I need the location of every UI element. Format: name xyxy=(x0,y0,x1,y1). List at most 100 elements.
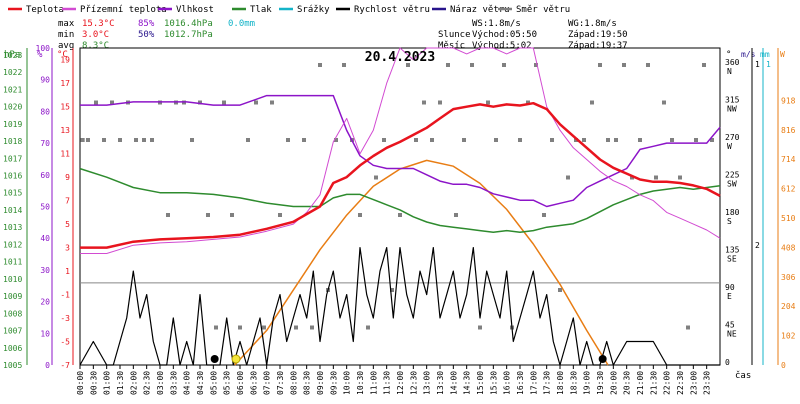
humidity-tick-label: 70 xyxy=(40,139,50,148)
x-tick-label: 14:00 xyxy=(449,371,458,395)
wind-direction-point xyxy=(366,325,370,330)
wind-direction-point xyxy=(222,100,226,105)
x-tick-label: 05:00 xyxy=(209,371,218,395)
humidity-tick-label: 80 xyxy=(40,107,50,116)
wind-direction-point xyxy=(430,138,434,142)
axes: 00:00 00:30 01:00 01:30 02:00 02:30 03:00 03:30… xyxy=(3,44,796,395)
solar-tick-label: 0 xyxy=(781,361,786,370)
wind-direction-point xyxy=(302,138,306,142)
wind-direction-point xyxy=(414,138,418,142)
solar-tick-label: 816 xyxy=(781,126,796,135)
stats-min-temp: 3.0°C xyxy=(82,30,109,40)
stats-max-label: max xyxy=(58,19,75,29)
wind-direction-point xyxy=(358,213,362,217)
wind-direction-point xyxy=(630,175,634,180)
temperature-tick-label: -7 xyxy=(60,361,70,370)
wind-direction-point xyxy=(710,138,714,142)
humidity-tick-label: 30 xyxy=(40,266,50,275)
wind-direction-point xyxy=(486,100,490,105)
hpa-tick-label: 1018 xyxy=(3,137,22,146)
hpa-tick-label: 1023 xyxy=(3,51,22,60)
legend-label: Vlhkost xyxy=(176,5,214,15)
wind-direction-point xyxy=(342,63,346,67)
direction-tick-label: 90 xyxy=(725,283,735,292)
humidity-tick-label: 20 xyxy=(40,298,50,307)
wind-direction-point xyxy=(110,100,114,105)
sunrise-marker xyxy=(231,354,241,364)
wind-direction-point xyxy=(662,100,666,105)
legend-label: Tlak xyxy=(250,5,272,15)
solar-tick-label: 306 xyxy=(781,273,796,282)
direction-compass-label: NE xyxy=(727,330,737,339)
temperature-tick-label: 17 xyxy=(60,79,70,88)
x-tick-label: 19:00 xyxy=(583,371,592,395)
humidity-tick-label: 100 xyxy=(36,44,51,53)
wind-direction-point xyxy=(406,63,410,67)
humidity-tick-label: 0 xyxy=(45,361,50,370)
x-tick-label: 17:30 xyxy=(543,371,552,395)
wind-direction-point xyxy=(238,325,242,330)
wind-direction-point xyxy=(262,325,266,330)
x-tick-label: 02:00 xyxy=(129,371,138,395)
direction-compass-label: NW xyxy=(727,105,737,114)
x-tick-label: 08:00 xyxy=(289,371,298,395)
wind-direction-point xyxy=(638,138,642,142)
temperature-tick-label: -3 xyxy=(60,314,70,323)
wind-direction-point xyxy=(246,138,250,142)
solar-tick-label: 510 xyxy=(781,214,796,223)
wind-direction-point xyxy=(254,100,258,105)
hpa-tick-label: 1014 xyxy=(3,206,22,215)
hpa-tick-label: 1019 xyxy=(3,120,22,129)
wind-direction-point xyxy=(286,138,290,142)
direction-tick-label: 135 xyxy=(725,246,740,255)
temperature-tick-label: 1 xyxy=(65,267,70,276)
stats-max-temp: 15.3°C xyxy=(82,19,115,29)
x-tick-label: 23:00 xyxy=(689,371,698,395)
humidity-tick-label: 90 xyxy=(40,76,50,85)
wind-tick-label: 2 xyxy=(755,241,760,250)
hpa-tick-label: 1010 xyxy=(3,275,22,284)
x-tick-label: 18:00 xyxy=(556,371,565,395)
wind-direction-point xyxy=(80,138,85,142)
series-line-tlak xyxy=(79,167,721,234)
direction-tick-label: 180 xyxy=(725,208,740,217)
sun-label: Slunce xyxy=(438,30,471,40)
x-tick-label: 01:00 xyxy=(103,371,112,395)
direction-compass-label: W xyxy=(727,142,732,151)
legend-label: Náraz větru xyxy=(450,5,510,15)
temperature-tick-label: 3 xyxy=(65,244,70,253)
x-tick-label: 09:30 xyxy=(329,371,338,395)
hpa-tick-label: 1020 xyxy=(3,103,22,112)
solar-axis-title: W xyxy=(780,50,785,59)
wind-direction-point xyxy=(702,63,706,67)
wind-direction-point xyxy=(118,138,122,142)
solar-tick-label: 204 xyxy=(781,302,796,311)
hpa-tick-label: 1012 xyxy=(3,240,22,249)
solar-tick-label: 408 xyxy=(781,243,796,252)
x-tick-label: 17:00 xyxy=(529,371,538,395)
wind-direction-point xyxy=(550,138,554,142)
sunset-text: Západ:19:50 xyxy=(568,30,628,40)
direction-compass-label: N xyxy=(727,67,732,76)
x-tick-label: 00:30 xyxy=(89,371,98,395)
temperature-tick-label: -1 xyxy=(60,291,70,300)
x-tick-label: 01:30 xyxy=(116,371,125,395)
x-tick-label: 03:30 xyxy=(169,371,178,395)
sunrise-text: Východ:05:50 xyxy=(472,30,537,40)
direction-compass-label: SE xyxy=(727,255,737,264)
wind-direction-point xyxy=(494,138,498,142)
moonrise-text: Východ:5:02 xyxy=(472,41,532,51)
stats-min-label: min xyxy=(58,30,74,40)
x-tick-label: 09:00 xyxy=(316,371,325,395)
wind-direction-point xyxy=(678,175,682,180)
wind-direction-point xyxy=(166,213,170,217)
moon-label: Měsíc xyxy=(438,41,465,51)
legend-label: Směr větru xyxy=(516,5,570,15)
wind-direction-point xyxy=(102,138,106,142)
x-tick-label: 06:00 xyxy=(236,371,245,395)
wind-direction-point xyxy=(86,138,90,142)
sun-moon-markers xyxy=(210,354,607,364)
humidity-tick-label: 60 xyxy=(40,171,50,180)
temperature-axis-title: °C xyxy=(57,50,68,60)
temperature-tick-label: 13 xyxy=(60,126,70,135)
